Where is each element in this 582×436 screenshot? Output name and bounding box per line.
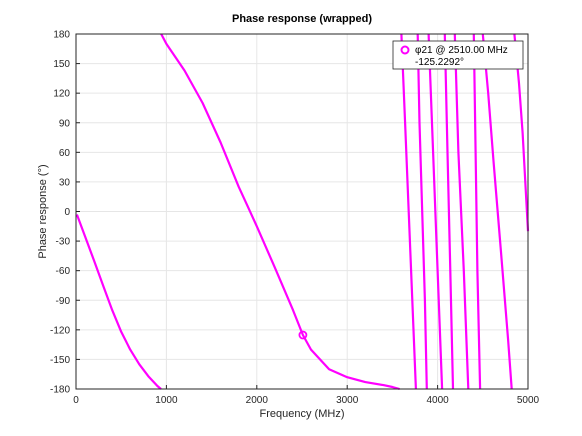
series-line-segment [75,214,162,390]
y-tick-label: -150 [50,355,70,366]
axis-ticks: 0 1000 2000 3000 4000 5000 -180 -150 -120 -90 -60 -… [50,30,540,407]
y-tick-label: 90 [59,118,71,129]
marker-readout-box: φ21 @ 2510.00 MHz -125.2292° [392,40,524,70]
chart-title: Phase response (wrapped) [232,13,372,25]
series-lines [75,33,530,391]
series-line-segment [400,33,417,390]
x-axis-label: Frequency (MHz) [260,408,345,420]
readout-box-frame [392,40,524,70]
y-tick-label: 180 [53,30,70,41]
series-line-segment [472,33,482,390]
x-tick-label: 0 [73,395,79,406]
y-tick-label: 60 [59,148,71,159]
readout-value: -125.2292° [415,57,464,68]
x-tick-label: 4000 [426,395,449,406]
series-line-segment [160,33,400,391]
series-line-segment [416,33,428,390]
y-tick-label: -120 [50,325,70,336]
y-tick-label: 150 [53,59,70,70]
x-tick-label: 5000 [517,395,540,406]
y-axis-label: Phase response (°) [37,164,49,258]
series-line-segment [427,33,444,390]
series-line-segment [443,33,455,390]
y-tick-label: -30 [56,237,71,248]
x-tick-label: 2000 [246,395,269,406]
x-tick-label: 1000 [155,395,178,406]
y-tick-label: 120 [53,89,70,100]
series-line-segment [453,33,470,390]
data-marker[interactable] [298,330,308,340]
series-line-segment [481,33,513,390]
y-tick-label: 30 [59,177,71,188]
y-tick-label: -60 [56,266,71,277]
y-tick-label: -90 [56,296,71,307]
y-tick-label: 0 [64,207,70,218]
marker-point[interactable] [298,330,308,340]
x-tick-label: 3000 [336,395,359,406]
y-tick-label: -180 [50,385,70,396]
readout-label: φ21 @ 2510.00 MHz [415,45,508,56]
readout-marker-icon [400,45,410,55]
